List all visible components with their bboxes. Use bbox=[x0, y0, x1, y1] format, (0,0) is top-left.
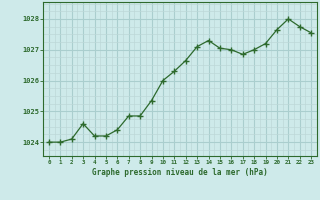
X-axis label: Graphe pression niveau de la mer (hPa): Graphe pression niveau de la mer (hPa) bbox=[92, 168, 268, 177]
